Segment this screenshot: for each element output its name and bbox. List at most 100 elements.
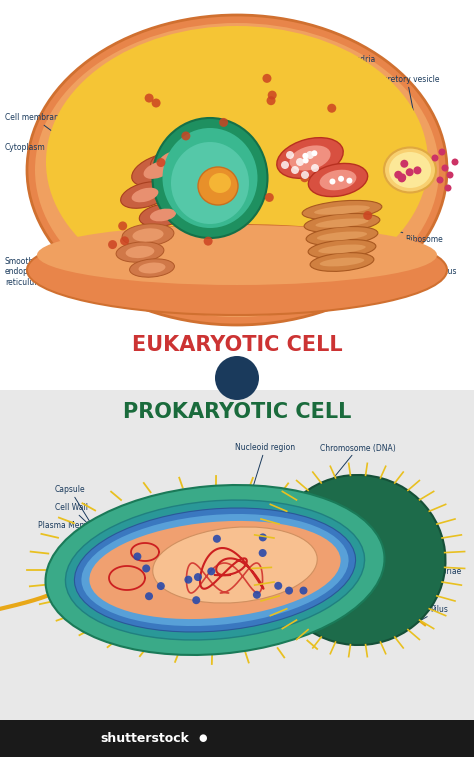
Ellipse shape <box>46 26 428 298</box>
Text: Nucleus: Nucleus <box>210 51 255 128</box>
Circle shape <box>437 176 444 183</box>
Circle shape <box>452 158 458 166</box>
Ellipse shape <box>65 500 365 640</box>
Circle shape <box>142 565 150 572</box>
Ellipse shape <box>159 151 181 165</box>
Circle shape <box>311 164 319 172</box>
Text: Plasmid: Plasmid <box>55 565 137 582</box>
Ellipse shape <box>144 161 173 179</box>
Ellipse shape <box>129 259 174 277</box>
Circle shape <box>363 211 372 220</box>
Circle shape <box>268 91 277 100</box>
Text: Mitochondria: Mitochondria <box>325 55 375 140</box>
Circle shape <box>265 193 274 202</box>
Circle shape <box>194 573 202 581</box>
Text: EUKARYOTIC CELL: EUKARYOTIC CELL <box>132 335 342 355</box>
Ellipse shape <box>318 245 366 254</box>
Circle shape <box>145 592 153 600</box>
Ellipse shape <box>37 225 437 285</box>
Circle shape <box>108 240 117 249</box>
Circle shape <box>413 167 421 174</box>
Text: Golgi apparatus: Golgi apparatus <box>342 248 456 276</box>
Text: Cell Wall: Cell Wall <box>55 503 103 538</box>
Text: Plasma Membrane: Plasma Membrane <box>38 522 115 552</box>
Circle shape <box>291 166 299 174</box>
Circle shape <box>185 160 194 169</box>
Ellipse shape <box>90 521 341 619</box>
Ellipse shape <box>126 246 155 258</box>
Circle shape <box>398 174 406 182</box>
Ellipse shape <box>150 209 176 221</box>
Circle shape <box>301 171 309 179</box>
Text: Smooth
endoplasmic
reticulum: Smooth endoplasmic reticulum <box>5 252 148 287</box>
Circle shape <box>219 118 228 127</box>
Ellipse shape <box>82 514 348 626</box>
Ellipse shape <box>304 213 380 232</box>
Ellipse shape <box>302 201 382 220</box>
Ellipse shape <box>116 241 164 262</box>
Text: Capsule: Capsule <box>55 485 90 522</box>
Ellipse shape <box>319 257 365 266</box>
Ellipse shape <box>27 225 447 315</box>
Ellipse shape <box>138 263 165 273</box>
Circle shape <box>152 98 161 107</box>
Text: ●: ● <box>198 733 207 743</box>
Circle shape <box>274 582 282 590</box>
Circle shape <box>337 175 344 181</box>
Text: Fimbriae: Fimbriae <box>380 568 461 588</box>
Ellipse shape <box>132 188 158 202</box>
Text: Cytoplasm: Cytoplasm <box>5 144 82 165</box>
Circle shape <box>401 160 408 168</box>
Circle shape <box>394 171 402 179</box>
Circle shape <box>157 582 165 590</box>
Circle shape <box>263 74 272 83</box>
Circle shape <box>182 132 191 141</box>
Ellipse shape <box>153 118 267 238</box>
Circle shape <box>204 237 213 245</box>
Circle shape <box>445 185 452 192</box>
Circle shape <box>118 221 127 230</box>
Bar <box>0 390 474 757</box>
Ellipse shape <box>209 173 231 193</box>
Text: Ribosome: Ribosome <box>360 218 443 245</box>
Circle shape <box>406 168 414 176</box>
Circle shape <box>192 597 200 604</box>
Circle shape <box>342 181 348 187</box>
Text: Secretory vesicle: Secretory vesicle <box>374 76 440 145</box>
Circle shape <box>431 154 438 161</box>
Ellipse shape <box>308 164 368 197</box>
Ellipse shape <box>384 148 436 192</box>
Circle shape <box>184 575 192 584</box>
Bar <box>0 0 474 390</box>
Text: Ribosome: Ribosome <box>55 596 160 610</box>
Ellipse shape <box>122 224 174 246</box>
Circle shape <box>300 173 309 182</box>
Ellipse shape <box>319 170 356 190</box>
Text: Rough
endoplasmic
reticulum: Rough endoplasmic reticulum <box>94 75 162 165</box>
Ellipse shape <box>198 167 238 205</box>
Circle shape <box>285 587 293 594</box>
Circle shape <box>266 96 275 105</box>
Ellipse shape <box>310 253 374 272</box>
Ellipse shape <box>121 182 169 208</box>
Ellipse shape <box>271 475 446 645</box>
Ellipse shape <box>171 142 249 224</box>
Ellipse shape <box>46 485 384 655</box>
Ellipse shape <box>132 229 164 241</box>
Ellipse shape <box>27 15 447 325</box>
Circle shape <box>327 104 336 113</box>
Ellipse shape <box>317 232 367 241</box>
Circle shape <box>259 549 267 557</box>
Text: PROKARYOTIC CELL: PROKARYOTIC CELL <box>123 402 351 422</box>
Circle shape <box>253 590 261 599</box>
Ellipse shape <box>389 152 431 188</box>
Ellipse shape <box>153 527 317 603</box>
Text: Nucleoid region: Nucleoid region <box>235 444 295 545</box>
Circle shape <box>145 94 154 103</box>
Circle shape <box>438 148 446 155</box>
Circle shape <box>213 534 221 543</box>
Circle shape <box>226 207 235 216</box>
Ellipse shape <box>308 239 376 258</box>
Text: shutterstock: shutterstock <box>100 731 189 744</box>
Circle shape <box>281 161 289 169</box>
